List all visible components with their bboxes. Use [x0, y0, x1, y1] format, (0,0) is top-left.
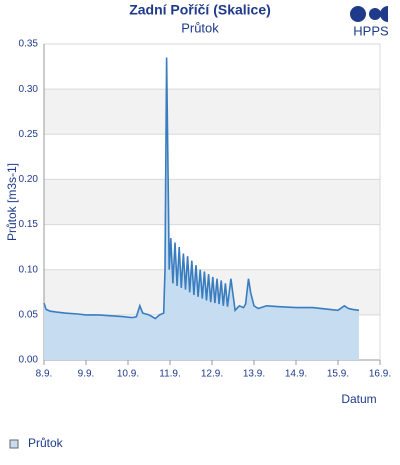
y-tick-label: 0.10 — [19, 264, 39, 275]
legend-swatch — [9, 439, 19, 449]
y-tick-label: 0.05 — [19, 309, 39, 320]
x-tick-label: 14.9. — [285, 369, 307, 380]
line — [43, 57, 360, 320]
x-tick-label: 11.9. — [159, 369, 181, 380]
x-axis-label: Datum — [341, 392, 376, 406]
y-tick-label: 0.00 — [19, 355, 39, 366]
logo-text: HPPS — [353, 23, 389, 38]
y-tick-label: 0.30 — [19, 84, 39, 95]
y-tick-label: 0.15 — [19, 219, 39, 230]
x-tick-label: 13.9. — [243, 369, 265, 380]
logo: HPPS — [350, 6, 389, 38]
chart-title: Zadní Poříčí (Skalice) — [129, 2, 271, 18]
area — [44, 57, 359, 360]
x-tick-label: 8.9. — [36, 369, 53, 380]
legend-label: Průtok — [28, 436, 64, 450]
x-tick-label: 15.9. — [327, 369, 349, 380]
x-tick-label: 9.9. — [78, 369, 95, 380]
x-tick-label: 10.9. — [117, 369, 139, 380]
y-tick-label: 0.25 — [19, 129, 39, 140]
x-tick-label: 16.9. — [369, 369, 391, 380]
grid-band — [44, 89, 380, 135]
grid-band — [44, 179, 380, 225]
y-axis-label: Průtok [m3s-1] — [5, 163, 19, 241]
y-tick-label: 0.20 — [19, 174, 39, 185]
y-tick-label: 0.35 — [19, 39, 39, 50]
chart-subtitle: Průtok — [181, 20, 219, 35]
x-tick-label: 12.9. — [201, 369, 223, 380]
